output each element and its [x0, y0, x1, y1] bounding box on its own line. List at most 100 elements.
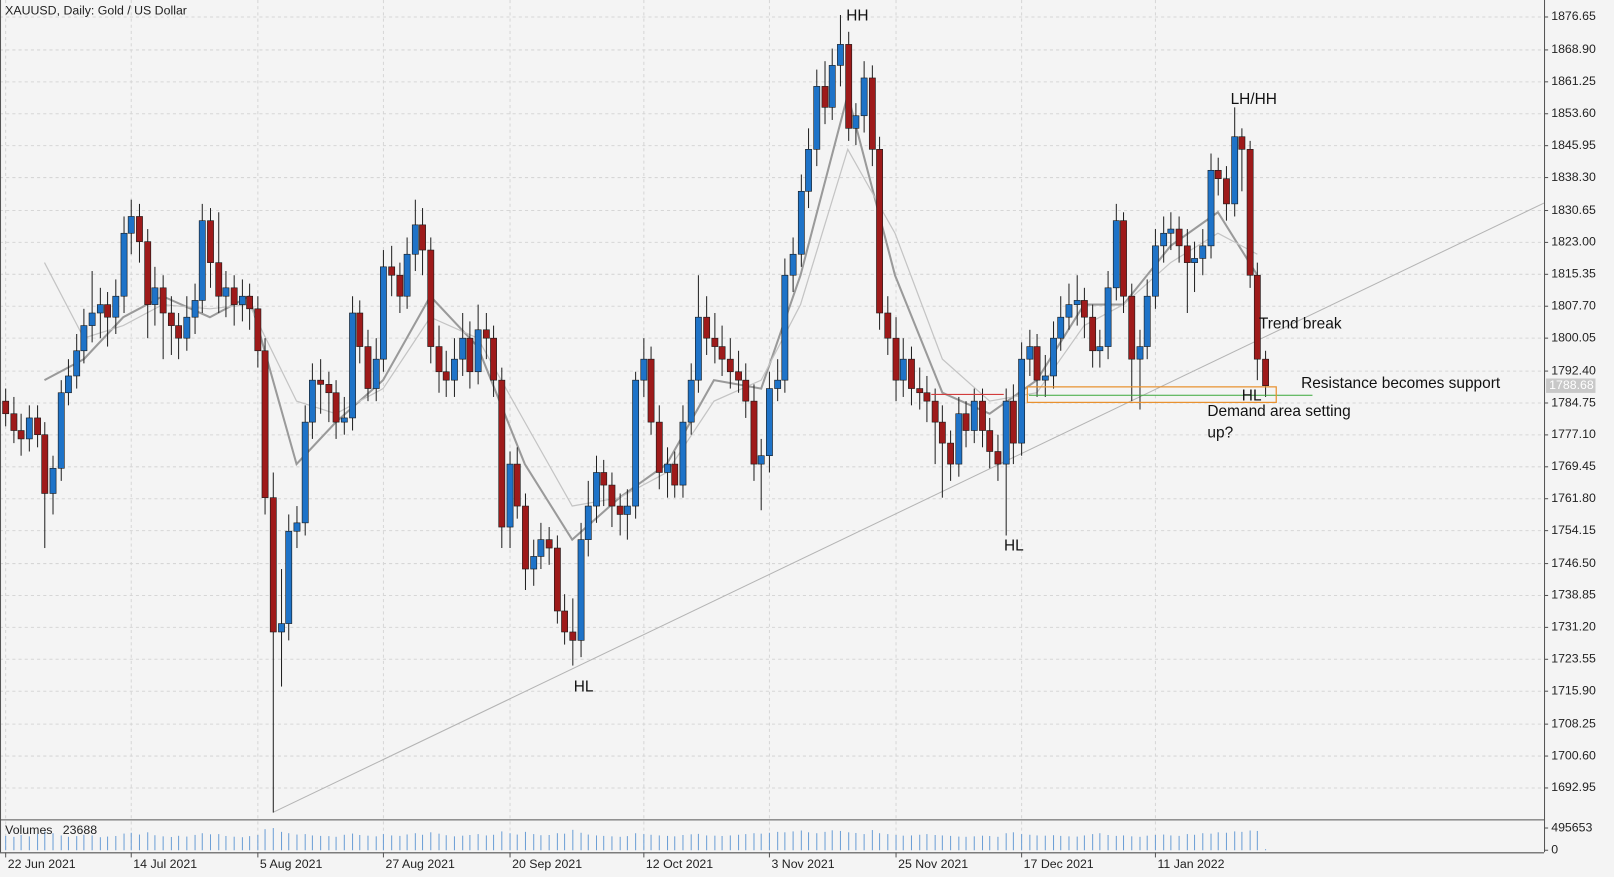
candle-body	[396, 274, 404, 297]
candle-body	[797, 190, 805, 255]
candle-body	[766, 388, 773, 457]
candle-body	[80, 325, 88, 352]
candle-body	[144, 241, 152, 305]
candle-body	[962, 413, 970, 431]
y-tick-label: 1838.30	[1551, 170, 1596, 184]
candle-body	[711, 337, 719, 347]
candle-body	[655, 421, 663, 473]
y-tick-label: 1692.95	[1551, 780, 1596, 794]
candle-body	[1152, 245, 1159, 297]
candle-body	[403, 253, 411, 297]
candle-body	[1253, 274, 1261, 360]
annotation: HL	[1004, 538, 1024, 555]
candle-body	[1246, 149, 1254, 276]
candle-body	[167, 312, 175, 326]
candle-body	[112, 295, 120, 318]
candle-body	[490, 337, 497, 381]
annotation: up?	[1207, 424, 1233, 441]
candle-body	[65, 375, 72, 394]
candle-body	[1050, 337, 1057, 377]
x-tick-label: 14 Jul 2021	[133, 857, 197, 871]
last-price-box	[1546, 378, 1596, 393]
candle-body	[789, 253, 797, 276]
candle-body	[285, 530, 293, 624]
candle-body	[1033, 346, 1041, 381]
y-tick-label: 1700.60	[1551, 748, 1596, 762]
x-tick-label: 11 Jan 2022	[1157, 857, 1224, 871]
candle-body	[1120, 220, 1127, 297]
y-tick-label: 1861.25	[1551, 74, 1596, 88]
marks-layer	[2, 15, 1545, 851]
candle-body	[671, 463, 679, 486]
candle-body	[325, 384, 333, 394]
y-tick-label: 1830.65	[1551, 203, 1596, 217]
axes-layer: 1876.65 1868.90 1861.25 1853.60 1845.95 1838.…	[5, 8, 1596, 871]
candle-body	[332, 392, 340, 423]
candle-body	[49, 467, 57, 494]
candle-body	[1112, 220, 1120, 289]
candle-body	[513, 463, 521, 507]
y-tick-label: 1876.65	[1551, 9, 1596, 23]
y-tick-label: 1708.25	[1551, 716, 1596, 730]
candle-body	[293, 522, 301, 532]
candle-body	[679, 421, 687, 486]
candle-body	[703, 316, 711, 339]
candle-body	[278, 623, 285, 633]
candle-body	[1041, 375, 1049, 381]
candle-body	[215, 262, 223, 297]
candle-body	[309, 379, 316, 423]
candle-body	[593, 472, 600, 507]
candle-body	[584, 505, 592, 540]
candle-body	[104, 304, 111, 318]
candle-body	[1081, 300, 1088, 318]
candle-body	[687, 379, 695, 423]
candle-body	[191, 300, 199, 318]
x-tick-label: 20 Sep 2021	[512, 857, 582, 871]
y-tick-label: 1777.10	[1551, 427, 1596, 441]
candle-body	[695, 316, 702, 381]
y-tick-label: 1769.45	[1551, 459, 1596, 473]
y-tick-label: 1815.35	[1551, 267, 1596, 281]
candle-body	[1160, 232, 1168, 247]
candle-body	[1175, 228, 1183, 247]
candle-body	[317, 379, 325, 385]
x-tick-label: 25 Nov 2021	[898, 857, 968, 871]
annotation: HH	[846, 8, 868, 25]
y-tick-label: 1845.95	[1551, 138, 1596, 152]
candle-body	[198, 220, 206, 301]
candle-body	[742, 379, 750, 402]
candle-body	[1136, 346, 1144, 360]
y-tick-label: 1746.50	[1551, 556, 1596, 570]
candle-body	[120, 232, 128, 297]
candle-body	[979, 400, 986, 431]
candle-body	[136, 216, 143, 242]
candle-body	[435, 346, 443, 373]
candle-body	[466, 337, 474, 373]
candle-body	[474, 329, 482, 373]
candle-body	[1057, 316, 1065, 339]
candle-body	[442, 371, 450, 381]
candle-body	[876, 149, 883, 314]
candle-body	[427, 249, 435, 347]
moving-average	[43, 147, 1258, 507]
candle-body	[301, 421, 309, 524]
candle-body	[916, 388, 924, 394]
candle-body	[947, 442, 954, 465]
candle-body	[1002, 400, 1010, 465]
candle-body	[506, 463, 514, 528]
candle-body	[380, 266, 387, 360]
candle-body	[261, 350, 269, 498]
candle-body	[931, 400, 939, 423]
annotation: Resistance becomes support	[1301, 375, 1501, 392]
candle-body	[1073, 300, 1081, 305]
candle-body	[553, 547, 561, 612]
candle-body	[127, 216, 135, 234]
candle-body	[254, 308, 262, 352]
candle-body	[411, 224, 419, 255]
candle-body	[640, 358, 648, 381]
candle-body	[88, 312, 96, 326]
candle-body	[2, 400, 10, 415]
candle-body	[868, 77, 876, 150]
